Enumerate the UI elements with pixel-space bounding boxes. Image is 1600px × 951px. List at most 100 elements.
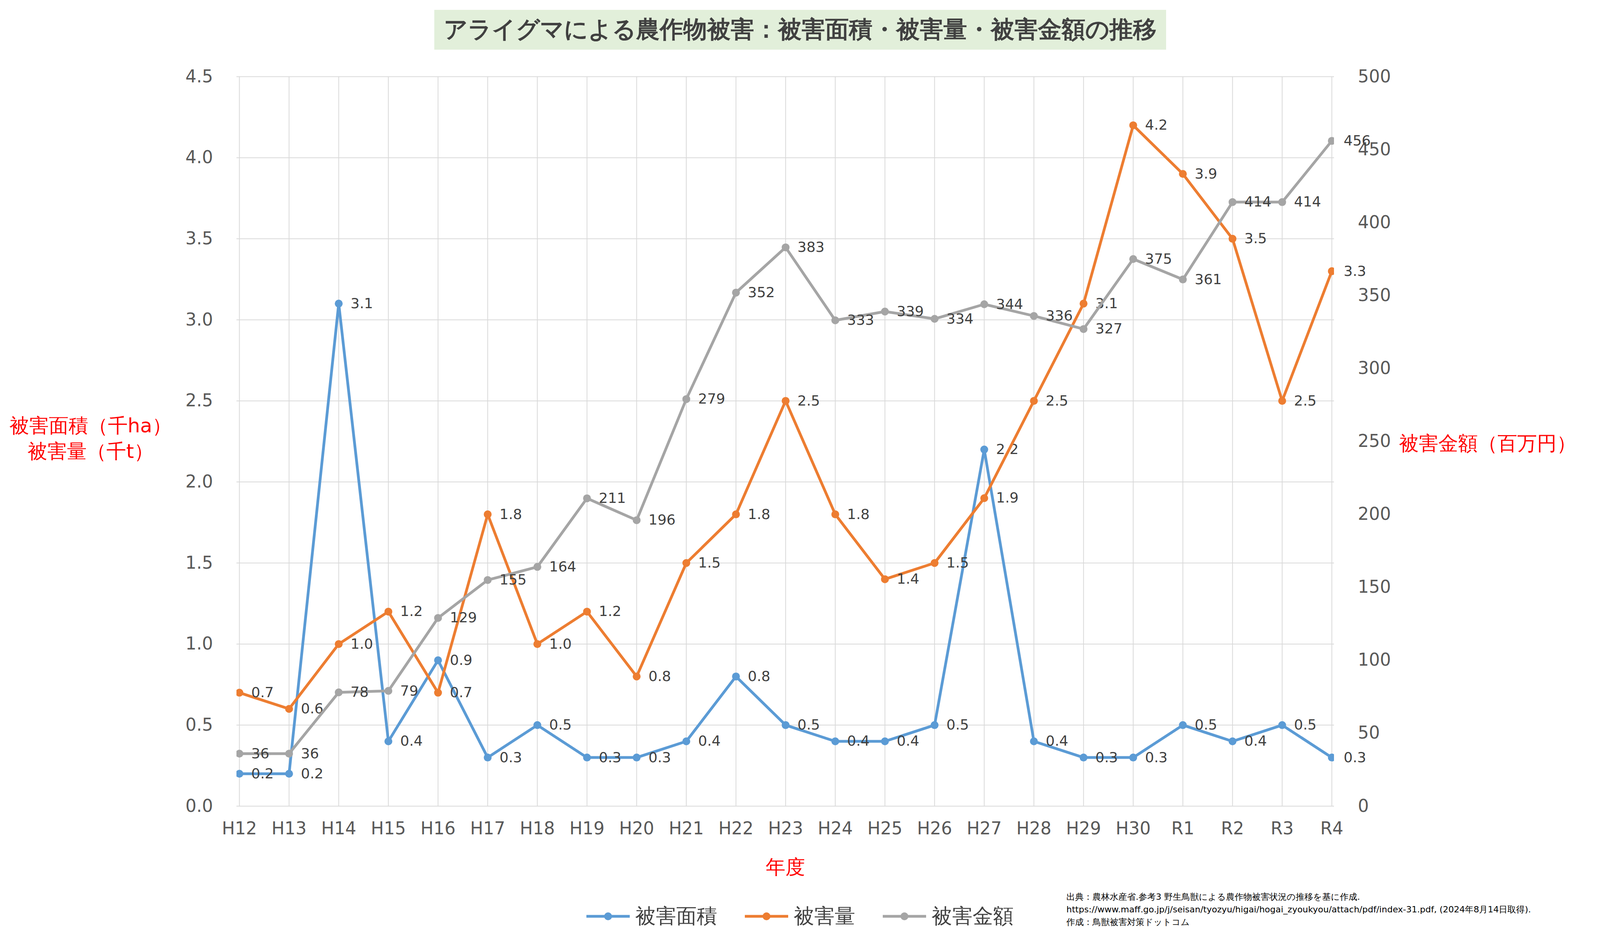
svg-text:H15: H15 bbox=[370, 818, 406, 839]
svg-text:78: 78 bbox=[350, 683, 369, 700]
svg-text:0.4: 0.4 bbox=[896, 732, 920, 749]
svg-text:R3: R3 bbox=[1270, 818, 1294, 839]
svg-text:350: 350 bbox=[1358, 284, 1392, 306]
svg-text:4.2: 4.2 bbox=[1145, 116, 1168, 133]
svg-text:2.5: 2.5 bbox=[185, 390, 214, 411]
svg-text:2.0: 2.0 bbox=[185, 471, 214, 492]
svg-text:H13: H13 bbox=[271, 818, 307, 839]
svg-text:0.5: 0.5 bbox=[549, 716, 572, 733]
svg-text:H20: H20 bbox=[619, 818, 655, 839]
svg-text:456: 456 bbox=[1343, 132, 1372, 149]
svg-text:0.7: 0.7 bbox=[450, 684, 473, 701]
svg-text:2.5: 2.5 bbox=[797, 392, 821, 409]
svg-text:344: 344 bbox=[996, 295, 1024, 313]
svg-text:H28: H28 bbox=[1016, 818, 1052, 839]
svg-text:0.3: 0.3 bbox=[1343, 749, 1367, 766]
svg-text:H18: H18 bbox=[519, 818, 555, 839]
svg-text:1.5: 1.5 bbox=[185, 552, 214, 573]
svg-text:336: 336 bbox=[1045, 307, 1074, 324]
svg-text:0.3: 0.3 bbox=[1095, 749, 1119, 766]
svg-text:4.5: 4.5 bbox=[185, 66, 214, 87]
svg-text:196: 196 bbox=[648, 511, 676, 528]
svg-text:H29: H29 bbox=[1066, 818, 1102, 839]
svg-text:0.7: 0.7 bbox=[251, 684, 274, 701]
svg-text:200: 200 bbox=[1358, 503, 1392, 524]
svg-text:H30: H30 bbox=[1115, 818, 1151, 839]
svg-text:3.1: 3.1 bbox=[1095, 295, 1119, 312]
svg-text:36: 36 bbox=[251, 745, 270, 762]
svg-text:1.0: 1.0 bbox=[549, 635, 572, 652]
svg-text:1.2: 1.2 bbox=[599, 602, 622, 620]
svg-text:0.2: 0.2 bbox=[251, 765, 274, 782]
svg-text:361: 361 bbox=[1194, 271, 1223, 288]
svg-text:0.4: 0.4 bbox=[1045, 732, 1069, 749]
svg-text:36: 36 bbox=[301, 745, 320, 762]
svg-text:0.0: 0.0 bbox=[185, 795, 214, 816]
svg-text:300: 300 bbox=[1358, 357, 1392, 378]
svg-text:414: 414 bbox=[1244, 193, 1272, 210]
svg-text:H19: H19 bbox=[569, 818, 605, 839]
svg-text:0.2: 0.2 bbox=[301, 765, 324, 782]
svg-text:0.4: 0.4 bbox=[1244, 732, 1267, 749]
svg-text:0.8: 0.8 bbox=[747, 667, 771, 685]
svg-text:327: 327 bbox=[1095, 320, 1123, 337]
svg-text:1.9: 1.9 bbox=[996, 489, 1019, 506]
svg-text:0.4: 0.4 bbox=[400, 732, 423, 749]
svg-text:334: 334 bbox=[946, 310, 974, 327]
svg-text:0.5: 0.5 bbox=[797, 716, 821, 733]
svg-text:352: 352 bbox=[747, 284, 776, 301]
svg-text:H22: H22 bbox=[718, 818, 754, 839]
svg-text:3.1: 3.1 bbox=[350, 295, 374, 312]
svg-text:3.3: 3.3 bbox=[1343, 262, 1367, 280]
svg-text:414: 414 bbox=[1294, 193, 1322, 210]
svg-text:0.5: 0.5 bbox=[185, 714, 214, 735]
svg-text:383: 383 bbox=[797, 238, 825, 255]
svg-text:450: 450 bbox=[1358, 139, 1392, 160]
svg-text:1.0: 1.0 bbox=[350, 635, 374, 652]
svg-text:0.8: 0.8 bbox=[648, 667, 672, 685]
svg-text:H17: H17 bbox=[470, 818, 506, 839]
svg-text:1.8: 1.8 bbox=[747, 506, 771, 523]
svg-text:0.3: 0.3 bbox=[499, 749, 523, 766]
svg-text:0.4: 0.4 bbox=[847, 732, 870, 749]
svg-text:R4: R4 bbox=[1320, 818, 1344, 839]
svg-text:3.5: 3.5 bbox=[185, 228, 214, 249]
svg-text:H23: H23 bbox=[768, 818, 804, 839]
svg-text:3.9: 3.9 bbox=[1194, 165, 1218, 182]
svg-text:1.2: 1.2 bbox=[400, 602, 423, 620]
svg-text:H26: H26 bbox=[917, 818, 953, 839]
svg-text:150: 150 bbox=[1358, 576, 1392, 597]
svg-text:250: 250 bbox=[1358, 430, 1392, 451]
svg-text:79: 79 bbox=[400, 682, 419, 699]
svg-text:1.5: 1.5 bbox=[946, 554, 970, 571]
svg-text:339: 339 bbox=[896, 303, 925, 320]
svg-text:155: 155 bbox=[499, 571, 527, 588]
svg-text:H12: H12 bbox=[221, 818, 257, 839]
svg-text:2.5: 2.5 bbox=[1045, 392, 1069, 409]
svg-text:H25: H25 bbox=[867, 818, 903, 839]
svg-text:0.3: 0.3 bbox=[1145, 749, 1168, 766]
svg-text:0: 0 bbox=[1358, 795, 1370, 816]
svg-text:0.3: 0.3 bbox=[648, 749, 672, 766]
svg-text:2.5: 2.5 bbox=[1294, 392, 1317, 409]
svg-text:0.5: 0.5 bbox=[946, 716, 970, 733]
svg-text:3.5: 3.5 bbox=[1244, 230, 1267, 247]
svg-text:H21: H21 bbox=[668, 818, 704, 839]
svg-text:R2: R2 bbox=[1220, 818, 1245, 839]
svg-text:H16: H16 bbox=[420, 818, 456, 839]
svg-text:0.5: 0.5 bbox=[1294, 716, 1317, 733]
svg-text:100: 100 bbox=[1358, 649, 1392, 670]
svg-text:1.4: 1.4 bbox=[896, 570, 920, 587]
svg-text:1.8: 1.8 bbox=[499, 506, 523, 523]
svg-text:211: 211 bbox=[599, 489, 627, 507]
svg-text:279: 279 bbox=[698, 390, 726, 407]
svg-text:400: 400 bbox=[1358, 212, 1392, 233]
svg-text:1.5: 1.5 bbox=[698, 554, 721, 571]
svg-text:H27: H27 bbox=[966, 818, 1002, 839]
svg-text:500: 500 bbox=[1358, 66, 1392, 87]
svg-text:333: 333 bbox=[847, 311, 875, 328]
svg-text:R1: R1 bbox=[1171, 818, 1195, 839]
svg-text:0.3: 0.3 bbox=[599, 749, 622, 766]
svg-text:4.0: 4.0 bbox=[185, 146, 214, 168]
svg-text:H24: H24 bbox=[817, 818, 853, 839]
